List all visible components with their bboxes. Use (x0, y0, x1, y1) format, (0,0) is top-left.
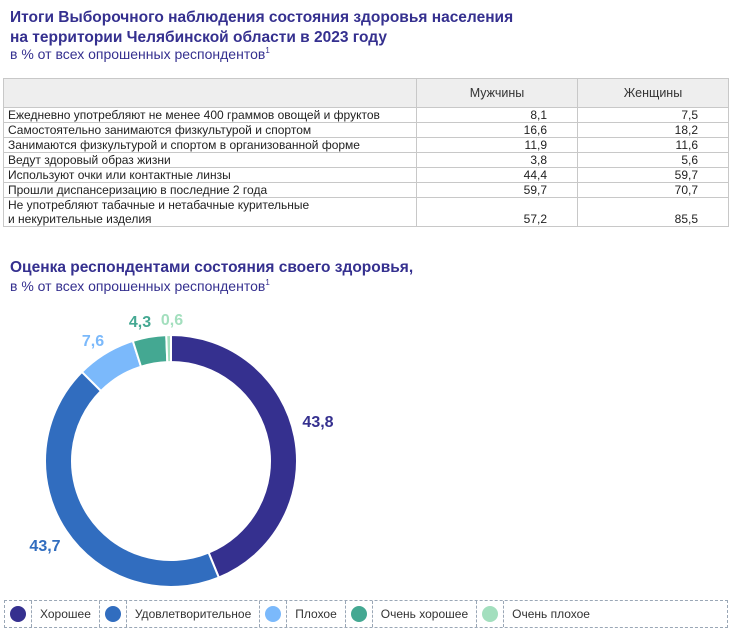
title-line-1: Итоги Выборочного наблюдения состояния з… (10, 9, 514, 26)
cell-women: 59,7 (577, 167, 729, 183)
donut-slice-satisfactory (44, 370, 221, 588)
legend-item-very-good: Очень хорошее (346, 601, 478, 627)
donut-chart: 43,8 43,7 7,6 4,3 0,6 (29, 312, 334, 588)
table-row: Прошли диспансеризацию в последние 2 год… (3, 182, 729, 198)
legend-swatch (477, 601, 505, 627)
donut-slice-good (170, 333, 298, 579)
title-line-2: на территории Челябинской области в 2023… (10, 29, 387, 46)
row-label: Используют очки или контактные линзы (3, 167, 417, 183)
legend-swatch (346, 601, 373, 627)
chart-subtitle: в % от всех опрошенных респондентов1 (10, 278, 270, 294)
cell-men: 57,2 (416, 197, 578, 227)
table-row: Самостоятельно занимаются физкультурой и… (3, 122, 729, 138)
cell-women: 18,2 (577, 122, 729, 138)
legend-label: Удовлетворительное (127, 601, 261, 627)
row-label: Ежедневно употребляют не менее 400 грамм… (3, 107, 417, 123)
cell-women: 70,7 (577, 182, 729, 198)
cell-women: 85,5 (577, 197, 729, 227)
cell-men: 8,1 (416, 107, 578, 123)
cell-women: 11,6 (577, 137, 729, 153)
legend-dot-icon (10, 606, 26, 622)
row-label-text-2: и некурительные изделия (8, 212, 152, 226)
row-label-text: Занимаются физкультурой и спортом в орга… (8, 138, 360, 152)
legend-label: Хорошее (32, 601, 100, 627)
page-subtitle: в % от всех опрошенных респондентов1 (10, 46, 270, 62)
row-label-text: Ведут здоровый образ жизни (8, 153, 171, 167)
chart-legend: Хорошее Удовлетворительное Плохое Очень хор… (4, 600, 728, 628)
legend-swatch (5, 601, 32, 627)
cell-men: 44,4 (416, 167, 578, 183)
header-cell-women: Женщины (577, 78, 729, 108)
data-label-satisfactory: 43,7 (29, 538, 60, 555)
footnote-mark: 1 (265, 46, 270, 55)
row-label: Ведут здоровый образ жизни (3, 152, 417, 168)
legend-dot-icon (265, 606, 282, 622)
table-row: Занимаются физкультурой и спортом в орга… (3, 137, 729, 153)
chart-subtitle-text: в % от всех опрошенных респондентов (10, 278, 266, 294)
row-label-text: Используют очки или контактные линзы (8, 168, 231, 182)
row-label-text: Прошли диспансеризацию в последние 2 год… (8, 183, 268, 197)
data-label-very-bad: 0,6 (161, 312, 183, 329)
legend-label: Очень плохое (512, 607, 590, 621)
row-label: Прошли диспансеризацию в последние 2 год… (3, 182, 417, 198)
table-row: Не употребляют табачные и нетабачные кур… (3, 197, 729, 227)
data-label-very-good: 4,3 (129, 314, 151, 331)
legend-item-bad: Плохое (260, 601, 346, 627)
row-label: Занимаются физкультурой и спортом в орга… (3, 137, 417, 153)
page-title: Итоги Выборочного наблюдения состояния з… (10, 8, 513, 48)
chart-title: Оценка респондентами состояния своего зд… (10, 259, 414, 276)
row-label-text: Ежедневно употребляют не менее 400 грамм… (8, 108, 380, 122)
row-label-text: Самостоятельно занимаются физкультурой и… (8, 123, 312, 137)
stats-table: Мужчины Женщины Ежедневно употребляют не… (3, 78, 729, 227)
header-cell-indicator (3, 78, 417, 108)
table-row: Ежедневно употребляют не менее 400 грамм… (3, 107, 729, 123)
legend-label: Плохое (287, 601, 346, 627)
legend-item-satisfactory: Удовлетворительное (100, 601, 261, 627)
legend-swatch (100, 601, 127, 627)
table-header-row: Мужчины Женщины (3, 78, 729, 108)
legend-item-good: Хорошее (5, 601, 100, 627)
cell-men: 16,6 (416, 122, 578, 138)
cell-men: 59,7 (416, 182, 578, 198)
legend-dot-icon (482, 606, 499, 622)
cell-women: 7,5 (577, 107, 729, 123)
chart-footnote-mark: 1 (265, 278, 270, 287)
cell-women: 5,6 (577, 152, 729, 168)
row-label-text: Не употребляют табачные и нетабачные кур… (8, 198, 310, 212)
table-row: Используют очки или контактные линзы 44,4… (3, 167, 729, 183)
table-row: Ведут здоровый образ жизни 3,8 5,6 (3, 152, 729, 168)
legend-dot-icon (350, 606, 367, 622)
cell-men: 11,9 (416, 137, 578, 153)
cell-men: 3,8 (416, 152, 578, 168)
subtitle-text: в % от всех опрошенных респондентов (10, 46, 266, 62)
header-cell-men: Мужчины (416, 78, 578, 108)
legend-dot-icon (104, 606, 121, 622)
legend-item-very-bad: Очень плохое (477, 601, 727, 627)
legend-swatch (260, 601, 288, 627)
row-label: Не употребляют табачные и нетабачные кур… (3, 197, 417, 227)
data-label-bad: 7,6 (82, 333, 104, 350)
data-label-good: 43,8 (302, 414, 333, 431)
row-label: Самостоятельно занимаются физкультурой и… (3, 122, 417, 138)
legend-label: Очень хорошее (373, 601, 478, 627)
donut-slice-very-bad (165, 333, 172, 364)
